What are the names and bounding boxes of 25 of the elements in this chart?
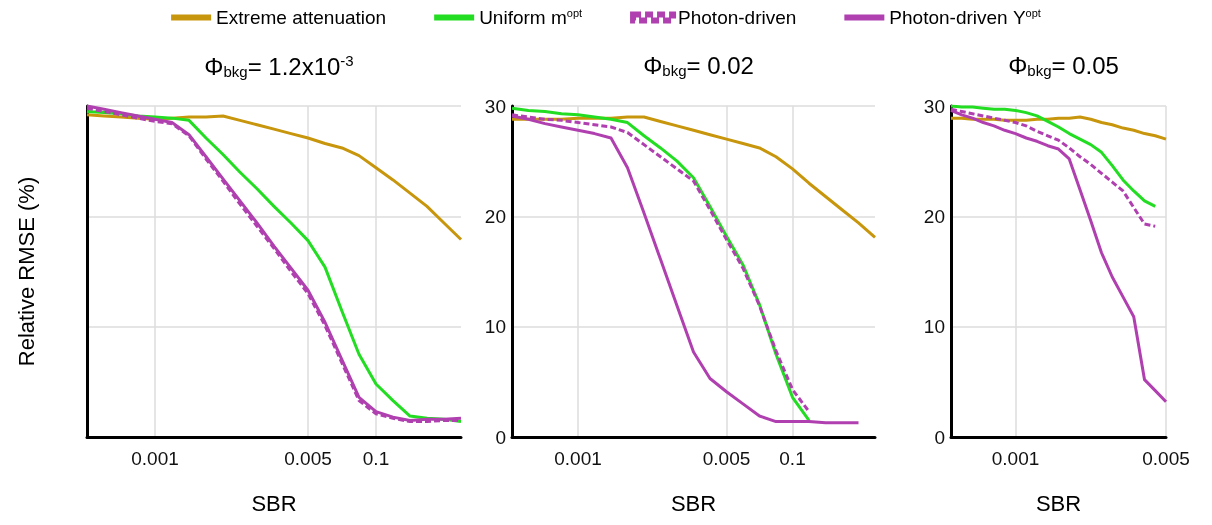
y-axis-title: Relative RMSE (%): [13, 176, 39, 367]
x-tick-label: 0.005: [1142, 448, 1190, 469]
chart-title: Φbkg= 0.05: [1008, 52, 1119, 79]
x-axis-title: SBR: [1035, 490, 1082, 516]
x-tick-label: 0.001: [991, 448, 1040, 469]
y-tick-label: 0: [495, 426, 506, 448]
x-tick-label: 0.005: [284, 448, 332, 469]
chart-title: Φbkg= 0.02: [643, 52, 754, 79]
y-tick-label: 20: [923, 205, 945, 227]
legend-label: Photon-driven: [678, 7, 797, 28]
x-tick-label: 0.1: [362, 448, 390, 469]
y-tick-label: 20: [484, 205, 506, 227]
x-axis-title: SBR: [251, 490, 297, 516]
y-tick-label: 30: [923, 95, 945, 117]
x-tick-label: 0.005: [702, 448, 751, 469]
y-tick-label: 0: [934, 426, 945, 448]
x-tick-label: 0.001: [131, 448, 179, 469]
x-axis-title: SBR: [670, 490, 717, 516]
x-tick-label: 0.1: [779, 448, 806, 469]
x-tick-label: 0.001: [554, 448, 602, 469]
legend-label: Extreme attenuation: [216, 7, 387, 28]
line-series: [949, 104, 1157, 208]
y-tick-label: 10: [923, 316, 945, 338]
y-tick-label: 30: [484, 95, 506, 117]
y-tick-label: 10: [484, 316, 506, 338]
